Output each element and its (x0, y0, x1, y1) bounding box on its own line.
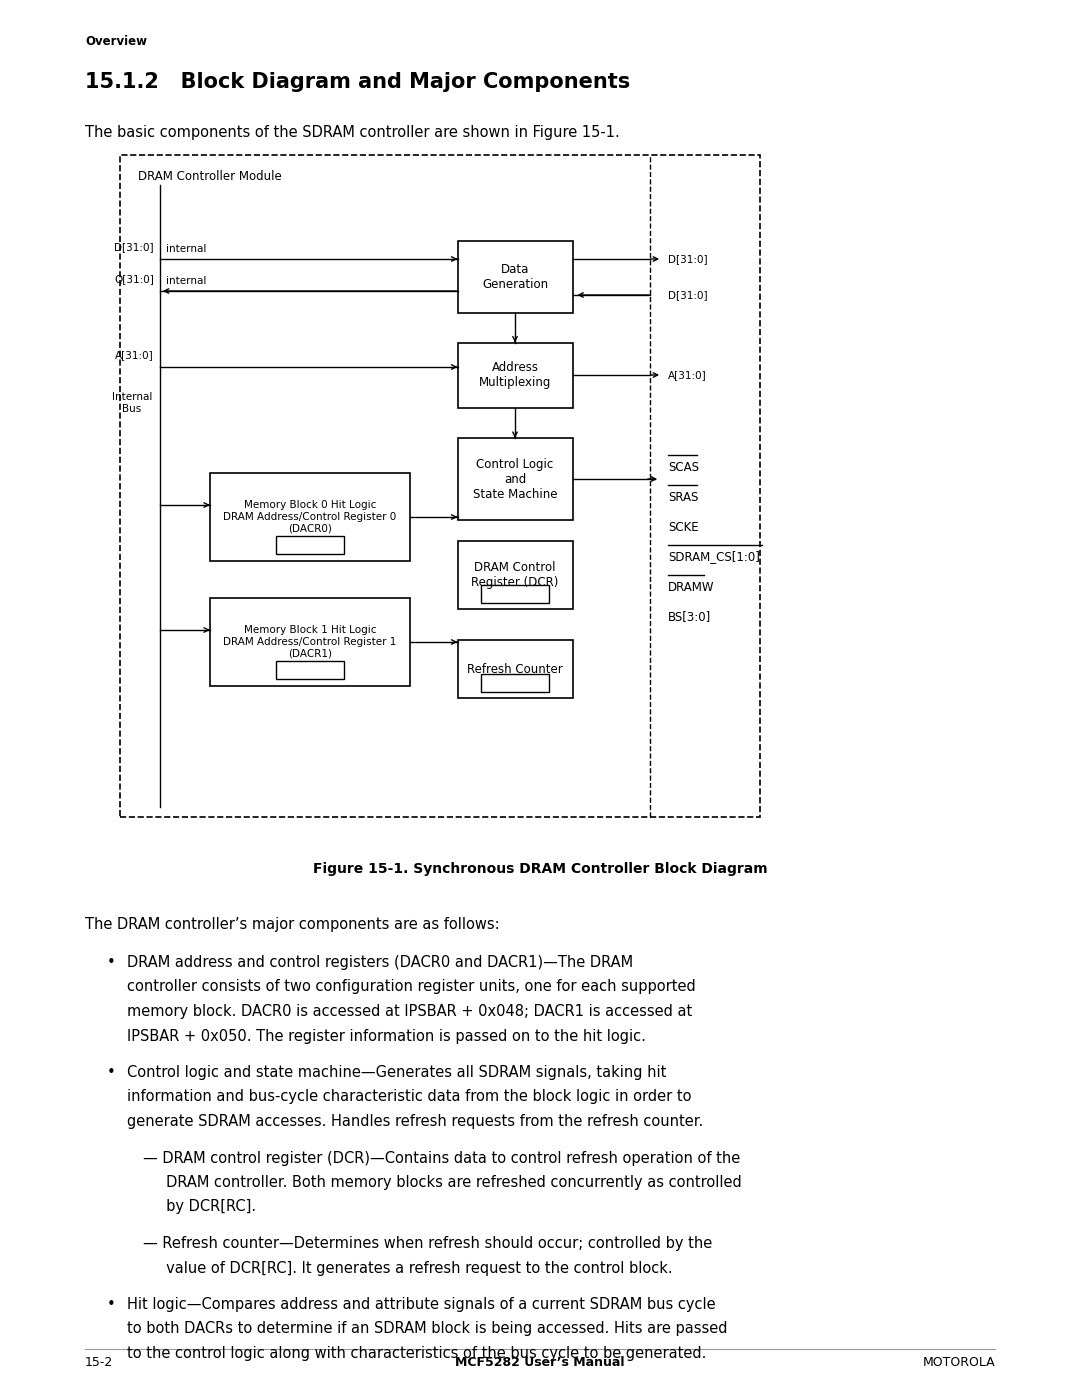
Text: IPSBAR + 0x050. The register information is passed on to the hit logic.: IPSBAR + 0x050. The register information… (127, 1028, 646, 1044)
Text: 15-2: 15-2 (85, 1356, 113, 1369)
Text: BS[3:0]: BS[3:0] (669, 610, 712, 623)
Text: The basic components of the SDRAM controller are shown in Figure 15-1.: The basic components of the SDRAM contro… (85, 124, 620, 140)
Bar (481, 673, 549, 692)
Text: A[31:0]: A[31:0] (669, 370, 706, 380)
Text: generate SDRAM accesses. Handles refresh requests from the refresh counter.: generate SDRAM accesses. Handles refresh… (127, 1113, 703, 1129)
Bar (210, 474, 410, 562)
Bar (458, 439, 572, 520)
Bar (458, 342, 572, 408)
Text: D[31:0]: D[31:0] (669, 254, 707, 264)
Bar (458, 242, 572, 313)
Text: •: • (107, 1065, 116, 1080)
Text: DRAM address and control registers (DACR0 and DACR1)—The DRAM: DRAM address and control registers (DACR… (127, 956, 633, 970)
Text: Internal
Bus: Internal Bus (111, 393, 152, 414)
Text: Control Logic
and
State Machine: Control Logic and State Machine (473, 457, 557, 500)
Text: MOTOROLA: MOTOROLA (922, 1356, 995, 1369)
Bar (276, 536, 345, 555)
Text: SRAS: SRAS (669, 490, 699, 503)
Text: Hit logic—Compares address and attribute signals of a current SDRAM bus cycle: Hit logic—Compares address and attribute… (127, 1296, 716, 1312)
Bar (458, 541, 572, 609)
Text: Q[31:0]: Q[31:0] (114, 274, 154, 284)
Text: •: • (107, 956, 116, 970)
Text: controller consists of two configuration register units, one for each supported: controller consists of two configuration… (127, 979, 696, 995)
Text: value of DCR[RC]. It generates a refresh request to the control block.: value of DCR[RC]. It generates a refresh… (143, 1260, 673, 1275)
Bar (120, 155, 760, 817)
Bar (210, 598, 410, 686)
Text: by DCR[RC].: by DCR[RC]. (143, 1200, 256, 1214)
Text: Memory Block 1 Hit Logic
DRAM Address/Control Register 1
(DACR1): Memory Block 1 Hit Logic DRAM Address/Co… (224, 626, 396, 658)
Text: SCAS: SCAS (669, 461, 699, 474)
Text: internal: internal (166, 277, 206, 286)
Text: Overview: Overview (85, 35, 147, 47)
Text: Memory Block 0 Hit Logic
DRAM Address/Control Register 0
(DACR0): Memory Block 0 Hit Logic DRAM Address/Co… (224, 500, 396, 534)
Text: Control logic and state machine—Generates all SDRAM signals, taking hit: Control logic and state machine—Generate… (127, 1065, 666, 1080)
Text: •: • (107, 1296, 116, 1312)
Text: SDRAM_CS[1:0]: SDRAM_CS[1:0] (669, 550, 760, 563)
Text: 15.1.2   Block Diagram and Major Components: 15.1.2 Block Diagram and Major Component… (85, 73, 631, 92)
Text: The DRAM controller’s major components are as follows:: The DRAM controller’s major components a… (85, 916, 500, 932)
Text: DRAM Controller Module: DRAM Controller Module (138, 170, 282, 183)
Text: memory block. DACR0 is accessed at IPSBAR + 0x048; DACR1 is accessed at: memory block. DACR0 is accessed at IPSBA… (127, 1004, 692, 1018)
Text: A[31:0]: A[31:0] (116, 351, 154, 360)
Text: — Refresh counter—Determines when refresh should occur; controlled by the: — Refresh counter—Determines when refres… (143, 1236, 712, 1250)
Bar (481, 585, 549, 604)
Text: to the control logic along with characteristics of the bus cycle to be generated: to the control logic along with characte… (127, 1345, 706, 1361)
Text: Refresh Counter: Refresh Counter (468, 662, 563, 676)
Text: SCKE: SCKE (669, 521, 699, 534)
Text: MCF5282 User’s Manual: MCF5282 User’s Manual (456, 1356, 624, 1369)
Text: D[31:0]: D[31:0] (114, 242, 154, 251)
Text: Figure 15-1. Synchronous DRAM Controller Block Diagram: Figure 15-1. Synchronous DRAM Controller… (313, 862, 767, 876)
Bar (458, 640, 572, 698)
Text: DRAMW: DRAMW (669, 581, 715, 594)
Text: D[31:0]: D[31:0] (669, 291, 707, 300)
Text: — DRAM control register (DCR)—Contains data to control refresh operation of the: — DRAM control register (DCR)—Contains d… (143, 1151, 740, 1165)
Bar (276, 661, 345, 679)
Text: to both DACRs to determine if an SDRAM block is being accessed. Hits are passed: to both DACRs to determine if an SDRAM b… (127, 1322, 728, 1337)
Text: DRAM controller. Both memory blocks are refreshed concurrently as controlled: DRAM controller. Both memory blocks are … (143, 1175, 742, 1190)
Text: Address
Multiplexing: Address Multiplexing (478, 360, 551, 388)
Text: Data
Generation: Data Generation (482, 263, 548, 291)
Text: information and bus-cycle characteristic data from the block logic in order to: information and bus-cycle characteristic… (127, 1090, 691, 1105)
Text: internal: internal (166, 244, 206, 254)
Text: DRAM Control
Register (DCR): DRAM Control Register (DCR) (471, 562, 558, 590)
